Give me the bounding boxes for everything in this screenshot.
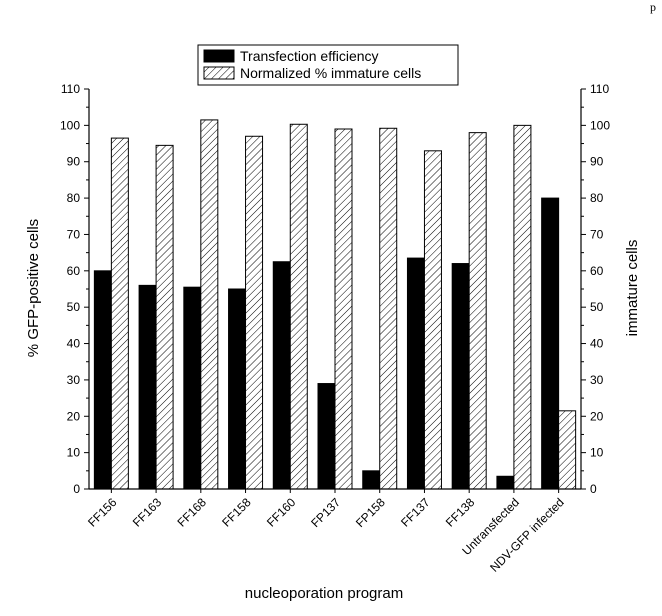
bar-immature-ff160 — [289, 123, 308, 490]
y-tick-label: 0 — [73, 482, 80, 496]
y-tick-label: 70 — [67, 227, 81, 241]
x-tick-label: FF160 — [264, 495, 299, 530]
legend-label: Normalized % immature cells — [240, 65, 421, 81]
y2-tick-label: 90 — [590, 155, 604, 169]
x-tick-label: FP137 — [308, 495, 343, 530]
x-tick-label: FP158 — [353, 495, 388, 530]
y-tick-label: 60 — [67, 264, 81, 278]
bar-immature-fp137 — [334, 128, 353, 490]
y-tick-label: 20 — [67, 409, 81, 423]
x-tick-label: FF137 — [398, 495, 433, 530]
y-tick-label: 10 — [67, 446, 81, 460]
x-tick-label: FF138 — [443, 495, 478, 530]
bar-transfection-ff168 — [183, 286, 202, 490]
y2-tick-label: 80 — [590, 191, 604, 205]
bar-immature-ff137 — [423, 150, 442, 490]
y-tick-label: 40 — [67, 337, 81, 351]
legend-swatch — [203, 49, 235, 63]
y2-tick-label: 70 — [590, 227, 604, 241]
x-tick-label: FF163 — [130, 495, 165, 530]
bar-transfection-ndv-gfp-infected — [541, 197, 560, 490]
y2-tick-label: 40 — [590, 337, 604, 351]
bar-immature-untransfected — [513, 124, 532, 490]
y2-tick-label: 50 — [590, 300, 604, 314]
y-tick-label: 110 — [61, 82, 80, 96]
bar-transfection-ff158 — [228, 288, 247, 490]
bar-immature-ff168 — [200, 119, 219, 490]
y-tick-label: 50 — [67, 300, 81, 314]
y2-tick-label: 10 — [590, 446, 604, 460]
y2-tick-label: 110 — [590, 82, 609, 96]
bar-immature-ff163 — [155, 144, 174, 490]
bars-group — [93, 119, 577, 490]
bar-immature-ff158 — [245, 135, 264, 490]
bar-immature-fp158 — [379, 127, 398, 490]
bar-transfection-ff160 — [272, 261, 291, 490]
corner-text: p — [650, 0, 656, 14]
y2-tick-label: 100 — [590, 118, 610, 132]
bar-transfection-fp137 — [317, 383, 336, 490]
x-tick-label: FF158 — [219, 495, 254, 530]
bar-transfection-ff137 — [406, 257, 425, 490]
x-tick-label: FF168 — [175, 495, 210, 530]
bar-immature-ndv-gfp-infected — [558, 410, 577, 490]
y2-tick-label: 0 — [590, 482, 597, 496]
y-tick-label: 80 — [67, 191, 81, 205]
x-tick-label: FF156 — [85, 495, 120, 530]
y2-tick-label: 20 — [590, 409, 604, 423]
x-axis-label: nucleoporation program — [245, 585, 403, 602]
bar-immature-ff138 — [468, 132, 487, 490]
y-axis-label: % GFP-positive cells — [25, 219, 42, 357]
legend-label: Transfection efficiency — [240, 48, 379, 64]
y-tick-label: 30 — [67, 373, 81, 387]
y2-axis-label: immature cells — [624, 240, 641, 337]
bar-transfection-ff138 — [451, 263, 470, 490]
y2-tick-label: 30 — [590, 373, 604, 387]
legend-box — [197, 44, 459, 86]
bar-transfection-fp158 — [362, 470, 381, 490]
bar-transfection-ff156 — [93, 270, 112, 490]
bar-transfection-untransfected — [496, 475, 515, 490]
y2-tick-label: 60 — [590, 264, 604, 278]
legend-swatch — [203, 66, 235, 80]
y-tick-label: 90 — [67, 155, 81, 169]
bar-transfection-ff163 — [138, 284, 157, 490]
y-tick-label: 100 — [60, 118, 80, 132]
bar-immature-ff156 — [110, 137, 129, 490]
